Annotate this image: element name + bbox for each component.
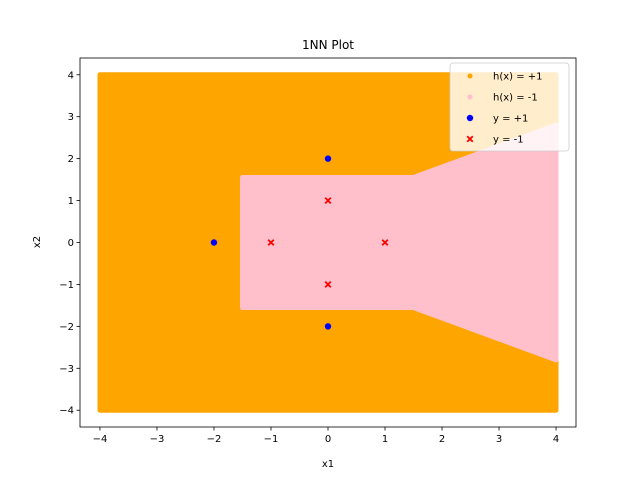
legend-label: h(x) = +1	[493, 72, 543, 83]
y-tick-label: 0	[68, 238, 74, 249]
legend: h(x) = +1 h(x) = -1 y = +1 y = -1	[449, 62, 570, 152]
x-tick-label: −4	[93, 434, 108, 445]
x-axis-ticks: −4 −3 −2 −1 0 1 2 3 4	[93, 427, 559, 445]
point-negative	[324, 280, 332, 288]
y-tick-label: −1	[59, 280, 74, 291]
chart-title: 1NN Plot	[302, 38, 354, 52]
y-axis-label: x2	[32, 236, 43, 248]
x-tick-label: 2	[439, 434, 445, 445]
data-points	[210, 155, 389, 330]
legend-entry: h(x) = -1	[467, 93, 538, 104]
legend-swatch	[466, 135, 474, 143]
y-tick-label: −3	[59, 364, 74, 375]
y-tick-label: −4	[59, 406, 74, 417]
y-tick-label: 3	[68, 112, 74, 123]
legend-label: y = -1	[493, 135, 524, 146]
y-tick-label: 4	[68, 70, 74, 81]
legend-swatch	[466, 114, 474, 122]
point-negative	[267, 239, 275, 246]
point-positive	[324, 323, 332, 330]
legend-swatch	[467, 94, 473, 100]
y-tick-label: 1	[68, 196, 74, 207]
point-negative	[324, 197, 332, 205]
legend-entry: y = -1	[466, 135, 524, 146]
y-tick-label: 2	[68, 154, 74, 165]
legend-swatch	[467, 73, 473, 79]
legend-box	[449, 62, 570, 152]
legend-label: h(x) = -1	[493, 93, 538, 104]
x-tick-label: 3	[496, 434, 502, 445]
legend-label: y = +1	[493, 114, 528, 125]
x-tick-label: 4	[553, 434, 559, 445]
x-tick-label: 0	[325, 434, 331, 445]
x-tick-label: 1	[382, 434, 388, 445]
legend-entry: y = +1	[466, 114, 528, 125]
x-axis-label: x1	[322, 459, 334, 470]
point-positive	[324, 155, 332, 162]
point-positive	[210, 239, 218, 246]
x-tick-label: −1	[264, 434, 279, 445]
x-tick-label: −3	[150, 434, 165, 445]
legend-entry: h(x) = +1	[467, 72, 543, 83]
y-axis-ticks: −4 −3 −2 −1 0 1 2 3 4	[59, 70, 80, 417]
y-tick-label: −2	[59, 322, 74, 333]
point-negative	[381, 239, 389, 246]
x-tick-label: −2	[207, 434, 222, 445]
